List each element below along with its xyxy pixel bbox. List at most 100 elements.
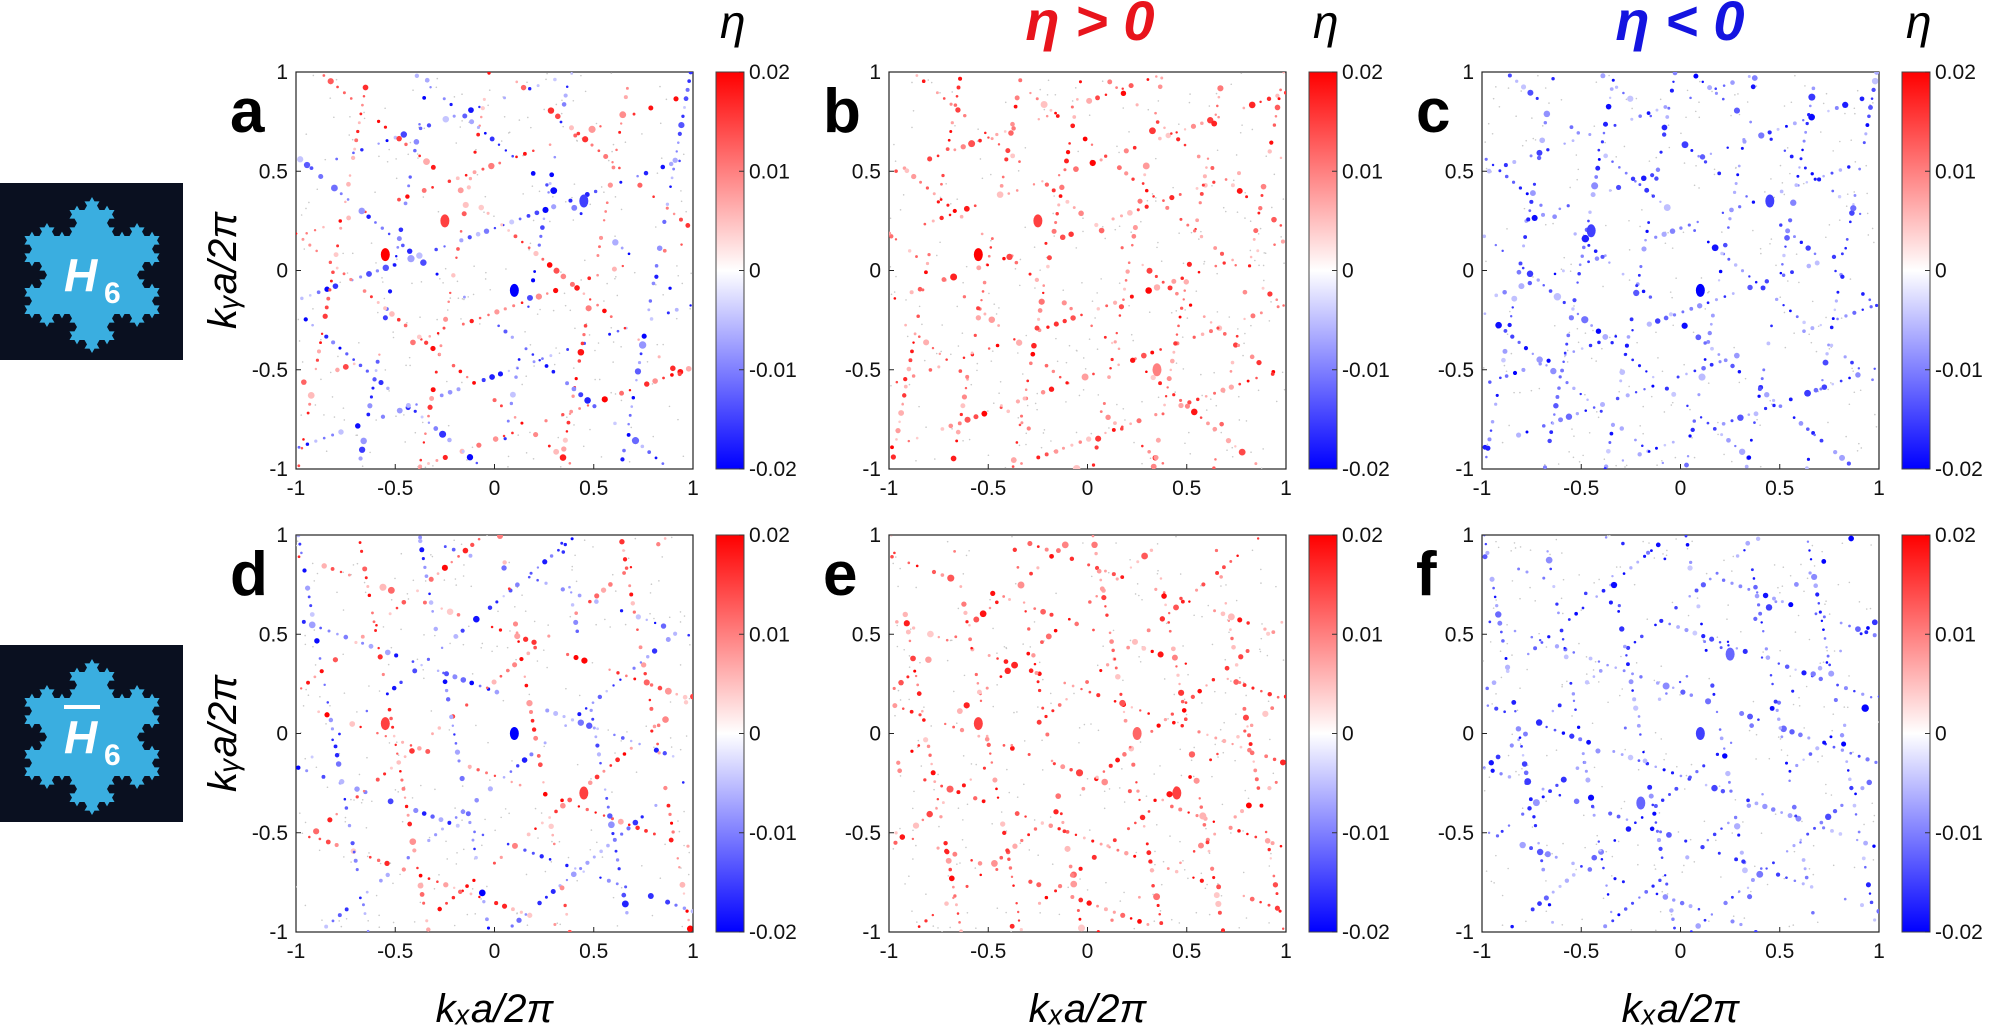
- background-point: [518, 119, 521, 121]
- data-point: [1198, 842, 1204, 849]
- background-point: [1832, 864, 1835, 867]
- background-point: [1023, 783, 1025, 786]
- background-point: [610, 391, 612, 394]
- data-point: [616, 671, 620, 675]
- data-point: [1044, 547, 1049, 552]
- data-point: [1598, 849, 1602, 852]
- background-point: [471, 446, 474, 449]
- data-point: [1193, 229, 1197, 233]
- data-point: [1569, 681, 1573, 685]
- background-point: [1123, 801, 1126, 803]
- data-point: [435, 458, 439, 462]
- background-point: [1740, 630, 1742, 633]
- data-point: [1707, 85, 1713, 91]
- data-point: [1115, 331, 1118, 335]
- background-point: [1495, 693, 1497, 695]
- data-point: [1528, 797, 1533, 802]
- data-point: [1280, 620, 1284, 624]
- background-point: [1037, 706, 1039, 708]
- data-point: [418, 126, 423, 131]
- data-point: [615, 757, 620, 763]
- background-point: [1237, 395, 1240, 398]
- data-point: [1029, 91, 1032, 95]
- data-point: [1214, 113, 1217, 116]
- data-point: [1092, 372, 1095, 376]
- data-point: [1011, 661, 1019, 669]
- background-point: [526, 81, 528, 84]
- data-point: [1841, 741, 1847, 747]
- data-point: [409, 838, 417, 845]
- data-point: [1688, 904, 1693, 909]
- data-point: [560, 798, 564, 803]
- data-point: [406, 248, 413, 254]
- data-point: [376, 119, 381, 124]
- background-point: [975, 927, 977, 929]
- feature-point: [1152, 363, 1162, 377]
- background-point: [679, 611, 682, 613]
- data-point: [931, 569, 937, 575]
- data-point: [478, 895, 481, 899]
- data-point: [1874, 72, 1879, 75]
- data-point: [1145, 842, 1149, 846]
- data-point: [425, 748, 431, 754]
- background-point: [394, 789, 397, 791]
- data-point: [1722, 753, 1728, 759]
- data-point: [391, 685, 397, 691]
- data-point: [1249, 750, 1255, 756]
- background-point: [1708, 290, 1710, 293]
- data-point: [1820, 619, 1824, 623]
- data-point: [910, 749, 914, 753]
- background-point: [1859, 389, 1862, 392]
- data-point: [344, 806, 349, 810]
- background-point: [1794, 631, 1797, 633]
- data-point: [433, 426, 439, 431]
- data-point: [970, 351, 974, 355]
- data-point: [456, 612, 461, 617]
- data-point: [1836, 683, 1839, 687]
- data-point: [1663, 557, 1667, 561]
- background-point: [346, 272, 349, 274]
- background-point: [533, 365, 535, 367]
- background-point: [417, 157, 419, 159]
- data-point: [939, 198, 943, 201]
- background-point: [677, 820, 679, 822]
- background-point: [1053, 235, 1056, 237]
- background-point: [1104, 237, 1107, 240]
- data-point: [1533, 823, 1538, 828]
- background-point: [612, 143, 615, 146]
- data-point: [314, 439, 318, 443]
- data-point: [547, 444, 551, 448]
- background-point: [353, 799, 355, 801]
- data-point: [1806, 427, 1810, 431]
- data-point: [1069, 306, 1073, 311]
- data-point: [1737, 890, 1741, 893]
- background-point: [1705, 572, 1708, 575]
- data-point: [1081, 373, 1089, 381]
- background-point: [1068, 344, 1071, 347]
- data-point: [1034, 670, 1039, 675]
- background-point: [961, 332, 964, 334]
- data-point: [1116, 165, 1122, 171]
- background-point: [558, 352, 561, 354]
- data-point: [989, 246, 993, 249]
- data-point: [1847, 165, 1851, 169]
- data-point: [1280, 239, 1285, 244]
- background-point: [1655, 156, 1658, 159]
- data-point: [1822, 826, 1826, 830]
- background-point: [611, 150, 613, 153]
- background-point: [655, 283, 657, 286]
- background-point: [1217, 756, 1219, 758]
- background-point: [553, 363, 556, 366]
- background-point: [1577, 168, 1580, 171]
- data-point: [539, 854, 544, 859]
- data-point: [1681, 141, 1689, 149]
- data-point: [1538, 638, 1542, 642]
- background-point: [662, 343, 664, 346]
- data-point: [1485, 686, 1489, 691]
- data-point: [489, 136, 495, 142]
- background-point: [1198, 238, 1200, 240]
- background-point: [1050, 440, 1052, 442]
- background-point: [508, 131, 511, 134]
- data-point: [434, 833, 438, 837]
- background-point: [668, 405, 671, 408]
